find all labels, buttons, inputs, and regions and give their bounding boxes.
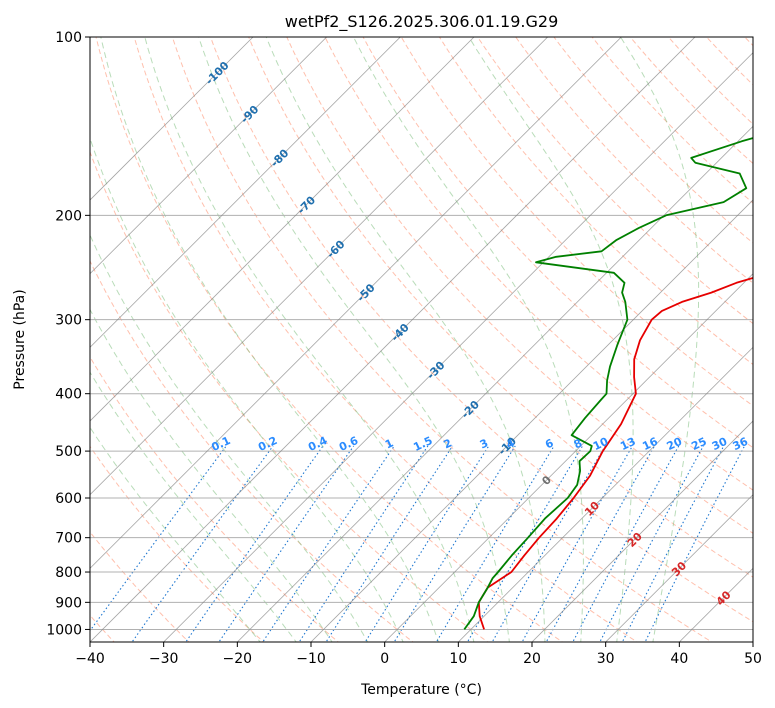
mixing-ratio-line [131, 445, 274, 642]
mixing-ratio-line [364, 445, 490, 642]
isotherm-line [236, 125, 753, 642]
moist-adiabat-line [90, 233, 369, 642]
dry-adiabat-line [171, 37, 713, 642]
isotherm-line [90, 37, 475, 422]
dry-adiabat-line [248, 37, 753, 578]
isotherm-line [90, 37, 549, 496]
dry-adiabat-line [324, 37, 753, 491]
x-axis: −40 −30 −20 −10 0 10 20 30 40 50 [75, 642, 762, 667]
mixing-ratio-label: 10 [591, 435, 611, 453]
mixing-ratio-label: 20 [665, 435, 685, 453]
mixing-ratio-line [262, 445, 395, 642]
x-tick-label: 30 [597, 651, 615, 667]
temperature-profile-line [477, 276, 753, 630]
x-axis-title: Temperature (°C) [360, 682, 482, 698]
plot-area [90, 37, 753, 642]
pressure-gridlines [90, 37, 753, 630]
x-tick-label: −30 [149, 651, 179, 667]
mixing-ratio-line [325, 445, 454, 642]
y-tick-label: 700 [55, 531, 82, 547]
dry-adiabat-line [438, 37, 753, 366]
isotherm-line [457, 346, 753, 642]
isotherm-line [531, 420, 753, 642]
isotherm-line [605, 494, 753, 642]
y-tick-label: 200 [55, 208, 82, 224]
isotherm-line [384, 273, 753, 642]
mixing-ratio-line [466, 445, 584, 642]
x-tick-label: 10 [449, 651, 467, 667]
y-tick-label: 800 [55, 565, 82, 581]
y-tick-label: 600 [55, 491, 82, 507]
x-tick-label: 50 [744, 651, 762, 667]
isotherm-line [310, 199, 753, 642]
y-tick-label: 900 [55, 595, 82, 611]
plot-layer: -100-90-80-70-60-50-40-30-20-10010203040… [90, 37, 753, 642]
dry-adiabat-line [362, 37, 753, 449]
sounding-series [463, 137, 753, 630]
mixing-ratio-label: 36 [731, 435, 751, 453]
mixing-ratio-line [298, 445, 429, 642]
x-tick-label: −40 [75, 651, 105, 667]
y-tick-label: 500 [55, 444, 82, 460]
y-tick-label: 1000 [46, 622, 82, 638]
mixing-ratio-line [393, 445, 516, 642]
isotherms [90, 37, 753, 642]
x-tick-label: −20 [223, 651, 253, 667]
mixing-ratio-line [185, 445, 324, 642]
mixing-ratio-line [572, 445, 680, 642]
x-tick-label: 0 [380, 651, 389, 667]
x-tick-label: 40 [670, 651, 688, 667]
isotherm-line [90, 37, 254, 201]
isotherm-line [90, 37, 401, 348]
mixing-ratio-label: 13 [618, 435, 637, 453]
mixing-ratio-label: 30 [710, 435, 730, 453]
isotherm-line [163, 52, 753, 642]
x-tick-label: −10 [296, 651, 326, 667]
mixing-ratio-line [599, 445, 704, 642]
mixing-ratio-label: 16 [640, 435, 660, 453]
x-tick-label: 20 [523, 651, 541, 667]
isotherm-line [90, 37, 328, 275]
dry-adiabat-line [286, 37, 753, 534]
chart-title: wetPf2_S126.2025.306.01.19.G29 [285, 12, 559, 32]
y-tick-label: 100 [55, 30, 82, 46]
y-tick-label: 300 [55, 313, 82, 329]
plot-frame [89, 36, 754, 643]
isotherm-line [90, 37, 696, 642]
y-axis-title: Pressure (hPa) [12, 289, 28, 389]
mixing-ratio-line [218, 445, 355, 642]
dewpoint-profile-line [463, 137, 753, 630]
isotherm-line [90, 37, 622, 569]
y-tick-label: 400 [55, 387, 82, 403]
dry-adiabat-line [90, 150, 489, 642]
mixing-ratio-label: 25 [689, 435, 708, 453]
y-axis: 100 200 300 400 500 600 700 800 900 1000 [46, 30, 90, 638]
